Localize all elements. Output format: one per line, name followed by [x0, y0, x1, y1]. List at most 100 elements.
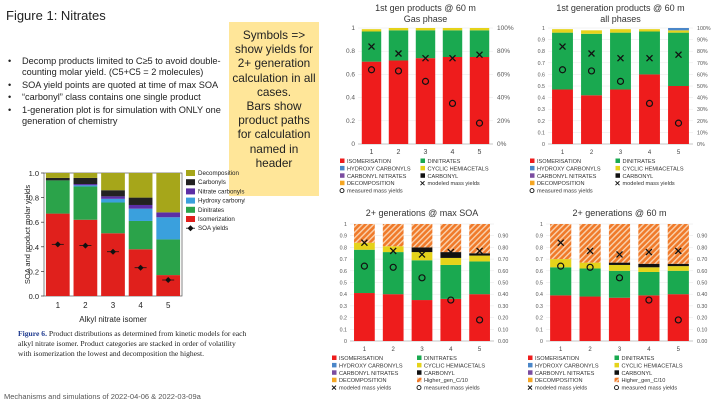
bar-segment-carbonyl — [469, 253, 490, 256]
y-tick-label: 0 — [351, 141, 355, 148]
x-tick-label: 2 — [397, 149, 401, 156]
modeled-yield-marker — [395, 50, 402, 57]
bar-segment-hydroxy-carbonyls — [156, 217, 181, 240]
x-tick-label: 4 — [449, 347, 453, 353]
y-tick-label: 1 — [542, 26, 545, 32]
y-tick-label: 0.6 — [346, 71, 355, 78]
legend-label: CARBONYL — [623, 174, 654, 180]
modeled-yield-marker — [616, 250, 623, 258]
bar-segment-dinitrates — [552, 32, 573, 90]
bar-segment-cyclic-hemiacetals — [469, 255, 490, 262]
bar-segment-isomerisation — [550, 295, 572, 341]
legend-label: HYDROXY CARBONYLS — [347, 166, 411, 172]
legend-swatch-isomerisation — [530, 158, 535, 163]
y-tick-label: 0.9 — [538, 38, 545, 44]
bar-segment-dinitrates — [45, 180, 70, 214]
legend-swatch-hydroxy-carbonyls — [340, 165, 345, 171]
bar-segment-carbonyl — [638, 263, 660, 268]
note-item: SOA yield points are quoted at time of m… — [8, 80, 243, 92]
x-tick-label: 3 — [619, 150, 623, 156]
legend-label: Dinitrates — [198, 207, 224, 214]
legend-swatch-measured — [416, 385, 422, 391]
legend-label: measured mass yields — [622, 386, 678, 392]
modeled-yield-marker — [476, 247, 484, 255]
modeled-yield-marker — [360, 239, 368, 247]
bar-segment-cyclic-hemiacetals — [354, 242, 375, 250]
x-tick-label: 2 — [392, 347, 396, 353]
bar-segment-carbonyls — [45, 177, 70, 181]
legend-label: CARBONYL — [424, 371, 455, 377]
x-tick-label: 5 — [677, 150, 681, 156]
legend-label: DECOMPOSITION — [339, 378, 387, 384]
bar-segment-cyclic-hemiacetals — [388, 28, 409, 31]
legend-swatch-dinitrates — [186, 206, 195, 213]
bar-segment-cyclic-hemiacetals — [440, 257, 462, 265]
page-title: Figure 1: Nitrates — [6, 8, 106, 23]
bar-segment-isomerisation — [638, 295, 660, 341]
measured-yield-marker — [557, 262, 565, 270]
bar-segment-cyclic-hemiacetals — [608, 264, 631, 271]
y-tick-label: 0.5 — [538, 84, 545, 90]
y-tick-label: 0.9 — [340, 234, 347, 240]
y-tick-label: 0.7 — [536, 257, 543, 263]
legend-label: HYDROXY CARBONYLS — [535, 363, 599, 369]
legend-swatch-hydroxy-carbonyls — [332, 362, 337, 368]
bar-segment-decomposition — [101, 173, 125, 191]
x-tick-label: 3 — [424, 149, 428, 156]
legend-label: DINITRATES — [623, 159, 656, 165]
legend-swatch-cyclic-hemiacetals — [417, 362, 422, 368]
y-tick-label: 0 — [540, 339, 543, 345]
y-tick-label: 0.8 — [346, 48, 355, 55]
measured-yield-marker — [476, 316, 484, 324]
legend-swatch-carbonyl — [420, 173, 425, 178]
bar-segment-isomerisation — [667, 294, 689, 341]
y2-tick-label: 50% — [697, 84, 708, 90]
legend-swatch-isomerisation — [528, 355, 533, 360]
y2-tick-label: 0.30 — [498, 304, 508, 310]
y2-tick-label: 80% — [697, 49, 708, 55]
measured-yield-marker — [674, 316, 682, 324]
y2-tick-label: 0.90 — [697, 234, 707, 240]
y-tick-label: 0.1 — [536, 327, 543, 333]
bar-segment-hydroxy-carbonyls — [73, 185, 98, 187]
y-tick-label: 0.0 — [29, 292, 39, 301]
y2-tick-label: 0.00 — [498, 339, 508, 345]
y2-tick-label: 90% — [697, 38, 708, 44]
y2-tick-label: 0.40 — [498, 292, 508, 298]
bar-segment-higher-gen-c-10 — [667, 224, 689, 264]
panel-2gen-60m: 2+ generations @ 60 m 0 0.1 0.2 0.3 0.4 0.5 0.6… — [527, 208, 707, 392]
y2-tick-label: 0.60 — [697, 269, 707, 275]
legend-swatch-nitrate-carbonyls — [186, 188, 195, 195]
x-tick-label: 4 — [648, 150, 652, 156]
legend-swatch-carbonyl-nitrates — [528, 370, 533, 375]
caption-text: Product distributions as determined from… — [18, 329, 247, 358]
bar-segment-dinitrates — [442, 30, 463, 57]
legend-swatch-cyclic-hemiacetals — [615, 165, 620, 171]
bar-segment-nitrate-carbonyls — [156, 212, 181, 218]
legend-label: DINITRATES — [424, 356, 457, 362]
y-tick-label: 0.6 — [536, 269, 543, 275]
legend-swatch-decomposition — [528, 377, 533, 383]
bar-segment-dinitrates — [469, 30, 490, 57]
legend-swatch-modeled — [331, 385, 337, 390]
modeled-yield-marker — [476, 51, 483, 59]
bar-segment-dinitrates — [73, 186, 98, 220]
y-tick-label: 0.4 — [340, 292, 347, 298]
y2-tick-label: 0% — [497, 141, 507, 148]
bar-segment-isomerisation — [668, 86, 689, 144]
y-tick-label: 0.2 — [340, 316, 347, 322]
x-tick-label: 1 — [370, 149, 374, 156]
legend-label: DECOMPOSITION — [535, 378, 583, 384]
legend-swatch-carbonyl — [615, 173, 620, 178]
y-tick-label: 0.8 — [340, 245, 347, 251]
figure6-chart: 0.0 0.2 0.4 0.6 0.8 1.0 1 2 3 4 5 Alkyl nitrate iso… — [23, 169, 245, 324]
bar-segment-nitrate-carbonyls — [101, 196, 125, 199]
y-tick-label: 0.8 — [29, 194, 39, 203]
legend-swatch-cyclic-hemiacetals — [614, 362, 619, 368]
measured-yield-marker — [586, 263, 594, 271]
y-tick-label: 0.4 — [538, 96, 545, 102]
bar-segment-isomerization — [73, 219, 98, 296]
y-tick-label: 0.3 — [538, 107, 545, 113]
bar-segment-carbonyls — [101, 190, 125, 197]
